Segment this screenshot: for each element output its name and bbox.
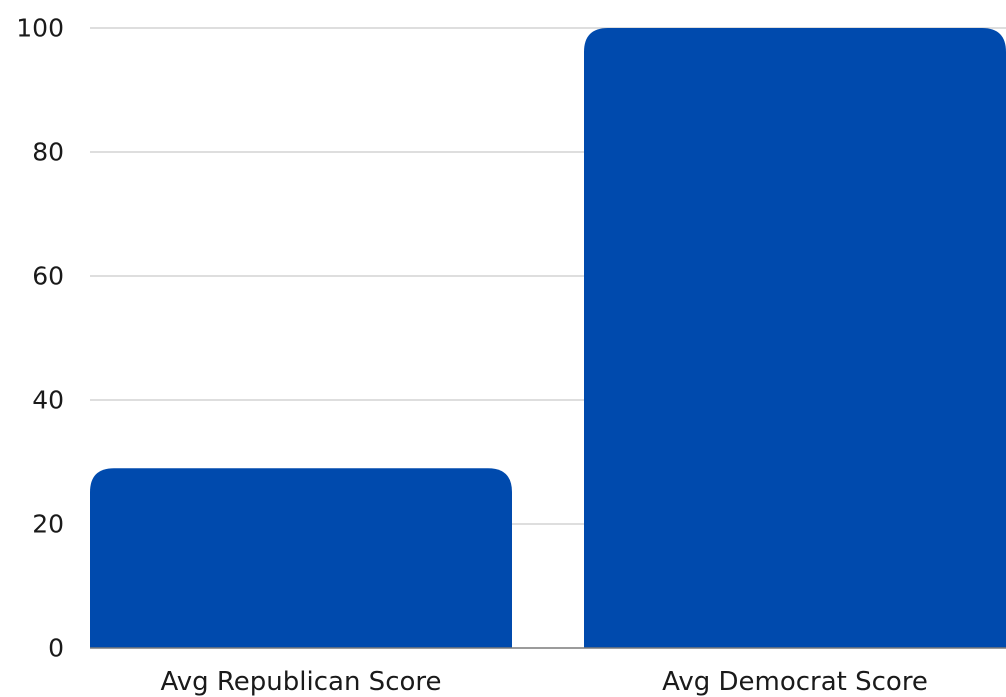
y-tick-label: 60 [32,262,64,291]
y-tick-label: 80 [32,138,64,167]
y-tick-label: 0 [48,634,64,663]
x-category-label: Avg Republican Score [160,667,441,697]
x-category-label: Avg Democrat Score [662,667,928,697]
axes: 0 20 40 60 80 100 Avg Republican Score Avg Demo… [16,14,1006,697]
bars [90,28,1006,648]
y-tick-label: 20 [32,510,64,539]
bar-2 [584,28,1006,648]
bar-1 [90,468,512,648]
y-tick-label: 100 [16,14,64,43]
y-tick-label: 40 [32,386,64,415]
